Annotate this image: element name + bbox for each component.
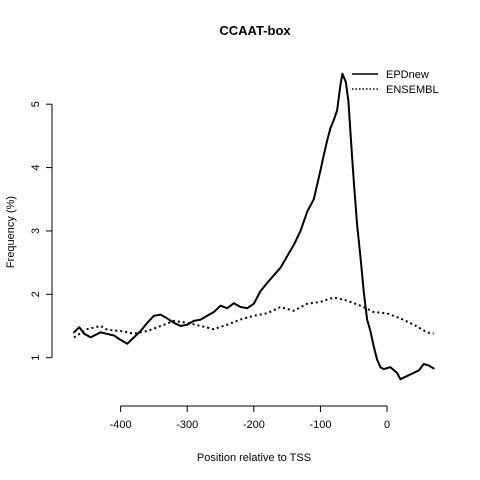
series-layer <box>73 72 435 381</box>
legend-label-ensembl: ENSEMBL <box>386 84 439 96</box>
x-tick-label: 0 <box>384 419 390 431</box>
x-tick-label: -100 <box>309 419 331 431</box>
series-line-ensembl <box>73 296 434 339</box>
legend-label-epdnew: EPDnew <box>386 69 429 81</box>
legend: EPDnew ENSEMBL <box>352 69 439 96</box>
y-tick-label: 3 <box>30 228 42 234</box>
y-tick-label: 2 <box>30 291 42 297</box>
x-tick-label: -400 <box>110 419 132 431</box>
y-tick-label: 5 <box>30 101 42 107</box>
y-axis-label: Frequency (%) <box>5 196 17 268</box>
x-axis-label: Position relative to TSS <box>197 452 311 464</box>
x-tick-label: -300 <box>176 419 198 431</box>
axes: -400 -300 -200 -100 0 1 2 3 4 5 <box>30 101 390 431</box>
chart-title: CCAAT-box <box>219 23 291 38</box>
y-tick-label: 1 <box>30 355 42 361</box>
y-tick-label: 4 <box>30 164 42 170</box>
series-line-epdnew <box>73 72 435 381</box>
x-tick-label: -200 <box>243 419 265 431</box>
